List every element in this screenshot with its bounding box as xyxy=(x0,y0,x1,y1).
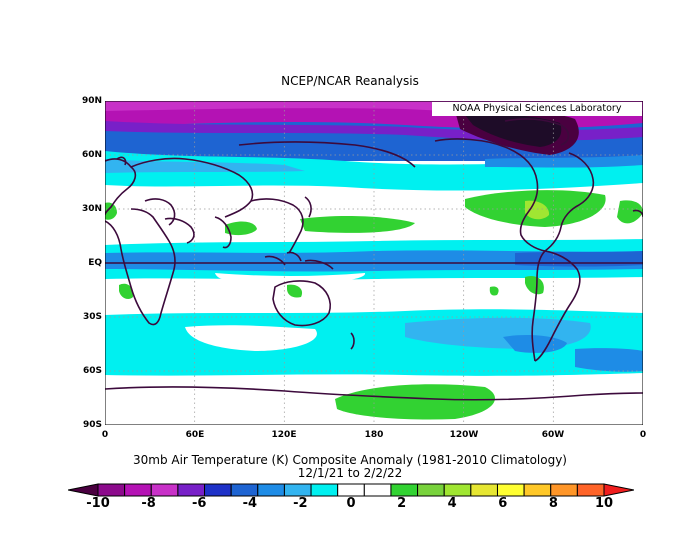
coast-uk xyxy=(116,156,127,166)
colorbar-cell xyxy=(177,483,206,497)
colorbar-tick-label: 8 xyxy=(548,496,558,511)
coast-eurasia-north xyxy=(130,157,254,218)
colorbar-cell xyxy=(550,483,578,497)
lon-label-0-east: 0 xyxy=(639,430,647,440)
coast-north-america-west xyxy=(434,138,546,252)
anomaly-map xyxy=(105,101,643,425)
equator-white-gap xyxy=(215,273,366,284)
colorbar-tick-label: -6 xyxy=(191,496,207,511)
lat-label-60n: 60N xyxy=(81,150,102,160)
colorbar-cell xyxy=(496,483,525,497)
colorbar-tick-label: -8 xyxy=(141,496,156,511)
band-north-lightblue xyxy=(105,159,305,173)
colorbar-cell xyxy=(417,483,445,497)
colorbar-cell xyxy=(97,483,126,497)
coast-greenland xyxy=(504,118,570,146)
colorbar-tick-label: -10 xyxy=(86,496,110,511)
coast-africa xyxy=(105,208,176,326)
lon-label-120w: 120W xyxy=(449,430,479,440)
lon-label-60w: 60W xyxy=(541,430,565,440)
lon-label-180: 180 xyxy=(364,430,384,440)
lat-label-eq: EQ xyxy=(88,258,102,268)
coast-new-guinea xyxy=(304,259,334,270)
colorbar-cell xyxy=(230,483,259,497)
green-patch-atlantic-w xyxy=(105,202,117,220)
colorbar xyxy=(68,483,634,497)
green-patch-antarctic xyxy=(335,384,495,420)
colorbar-tick-label: 0 xyxy=(346,496,356,511)
coast-east-asia xyxy=(250,198,304,254)
lat-label-30n: 30N xyxy=(81,204,102,214)
colorbar-tick-label: 2 xyxy=(397,496,407,511)
colorbar-cell xyxy=(363,483,392,497)
band-south-midblue-e xyxy=(575,348,643,372)
colorbar-cell xyxy=(124,483,152,497)
colorbar-cell xyxy=(337,483,365,497)
colorbar-cell xyxy=(204,483,232,497)
colorbar-cell xyxy=(283,483,312,497)
coast-japan xyxy=(304,196,312,218)
lat-label-30s: 30S xyxy=(82,312,102,322)
colorbar-cell xyxy=(310,483,339,497)
green-patch-australia xyxy=(287,284,303,298)
colorbar-arrow-left xyxy=(68,483,99,497)
colorbar-cell xyxy=(523,483,552,497)
coast-antarctica xyxy=(105,386,643,401)
colorbar-cell xyxy=(390,483,419,497)
lat-label-60s: 60S xyxy=(82,366,102,376)
green-patch-s-america xyxy=(525,275,544,295)
coast-south-america-east xyxy=(534,250,581,362)
colorbar-cell xyxy=(150,483,179,497)
colorbar-cell xyxy=(576,483,605,497)
colorbar-cell xyxy=(257,483,285,497)
band-north-cyan xyxy=(105,151,643,191)
lightgreen-patch-pacific-e xyxy=(525,200,550,220)
coast-south-america-west xyxy=(531,250,546,362)
coast-australia xyxy=(272,280,331,327)
colorbar-tick-label: 10 xyxy=(594,496,614,511)
polar-vortex-inner xyxy=(465,114,562,147)
band-equator-midblue xyxy=(105,250,643,272)
colorbar-arrow-right xyxy=(603,483,634,497)
colorbar-tick-label: 6 xyxy=(498,496,508,511)
green-patch-india xyxy=(225,221,257,236)
colorbar-tick-label: -2 xyxy=(293,496,308,511)
coastlines xyxy=(105,118,643,401)
lon-label-0: 0 xyxy=(101,430,109,440)
coast-siberia xyxy=(238,141,416,168)
lat-label-90n: 90N xyxy=(81,96,102,106)
coast-borneo xyxy=(286,251,302,262)
colorbar-cell xyxy=(443,483,472,497)
green-patch-pacific-s xyxy=(489,286,499,296)
credit-label: NOAA Physical Sciences Laboratory xyxy=(432,102,642,116)
caption-line2: 12/1/21 to 2/2/22 xyxy=(297,466,403,480)
lat-label-90s: 90S xyxy=(82,420,102,430)
coast-sumatra xyxy=(264,255,286,266)
lon-label-60e: 60E xyxy=(185,430,205,440)
coast-north-america-east xyxy=(544,152,595,252)
green-patch-atlantic-e xyxy=(617,200,643,224)
colorbar-tick-label: 4 xyxy=(447,496,457,511)
green-patch-pacific-w xyxy=(300,216,415,233)
coast-mediterranean xyxy=(144,198,176,226)
coast-arabia xyxy=(164,217,195,244)
chart-title: NCEP/NCAR Reanalysis xyxy=(281,74,419,88)
coast-india xyxy=(214,216,232,249)
coast-new-zealand xyxy=(350,332,355,350)
caption-line1: 30mb Air Temperature (K) Composite Anoma… xyxy=(133,453,567,467)
lon-label-120e: 120E xyxy=(271,430,297,440)
colorbar-tick-label: -4 xyxy=(242,496,258,511)
band-equator-blue xyxy=(515,251,643,267)
green-patch-africa xyxy=(119,283,134,299)
colorbar-cell xyxy=(470,483,498,497)
